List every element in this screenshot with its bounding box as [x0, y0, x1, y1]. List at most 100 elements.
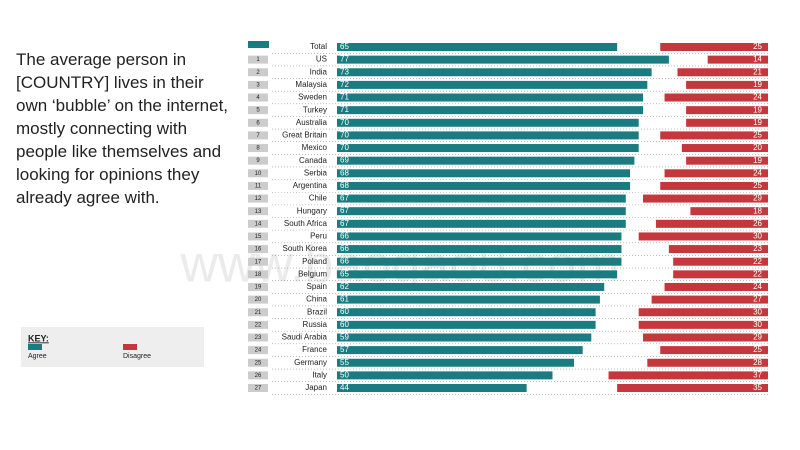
category-label: US [316, 55, 327, 64]
rank-box [248, 346, 268, 355]
agree-bar [337, 181, 631, 190]
disagree-value: 35 [753, 383, 762, 392]
disagree-value: 20 [753, 143, 762, 152]
agree-value: 70 [340, 118, 349, 127]
disagree-bar [638, 320, 768, 329]
disagree-bar [690, 207, 768, 216]
category-label: Chile [309, 194, 328, 203]
disagree-bar [638, 308, 768, 317]
disagree-value: 28 [753, 358, 762, 367]
rank-box [248, 207, 268, 216]
disagree-bar [643, 194, 768, 203]
agree-value: 62 [340, 282, 349, 291]
rank-label: 23 [255, 335, 262, 341]
agree-bar [337, 219, 626, 228]
disagree-value: 29 [753, 194, 762, 203]
rank-label: 1 [256, 57, 260, 63]
agree-value: 55 [340, 358, 349, 367]
agree-bar [337, 295, 600, 304]
disagree-bar [673, 270, 768, 279]
category-label: Germany [294, 358, 327, 367]
rank-box [248, 371, 268, 380]
agree-value: 77 [340, 55, 349, 64]
category-label: Saudi Arabia [282, 333, 328, 342]
legend-label: Disagree [123, 353, 151, 360]
agree-bar [337, 43, 618, 51]
agree-bar [337, 320, 596, 329]
disagree-value: 14 [753, 55, 762, 64]
disagree-bar [638, 232, 768, 241]
disagree-value: 24 [753, 93, 762, 102]
disagree-value: 25 [753, 345, 762, 354]
header-block [248, 41, 269, 48]
category-label: China [306, 295, 327, 304]
rank-box [248, 93, 268, 102]
agree-bar [337, 308, 596, 317]
rank-label: 14 [255, 221, 262, 227]
rank-label: 15 [255, 234, 262, 240]
category-label: Peru [310, 232, 327, 241]
rank-label: 9 [256, 158, 260, 164]
agree-value: 44 [340, 383, 349, 392]
rank-box [248, 232, 268, 241]
agree-bar [337, 194, 626, 203]
category-label: Mexico [302, 143, 328, 152]
rank-box [248, 270, 268, 279]
key-title: KEY: [28, 333, 49, 343]
agree-bar [337, 156, 635, 165]
disagree-bar [686, 106, 768, 115]
disagree-value: 37 [753, 370, 762, 379]
disagree-value: 18 [753, 206, 762, 215]
disagree-value: 26 [753, 219, 762, 228]
category-label: Japan [305, 383, 327, 392]
category-label: Belgium [298, 269, 327, 278]
category-label: South Korea [283, 244, 328, 253]
category-label: Turkey [303, 105, 327, 114]
disagree-value: 25 [753, 181, 762, 190]
disagree-value: 25 [753, 131, 762, 140]
agree-value: 59 [340, 333, 349, 342]
category-label: Brazil [307, 307, 327, 316]
category-label: Poland [302, 257, 327, 266]
intro-text: The average person in [COUNTRY] lives in… [16, 50, 229, 207]
rank-label: 5 [256, 108, 260, 114]
category-label: Australia [296, 118, 328, 127]
category-label: Russia [303, 320, 328, 329]
category-label: Spain [307, 282, 327, 291]
agree-value: 60 [340, 320, 349, 329]
rank-box [248, 169, 268, 178]
agree-value: 70 [340, 143, 349, 152]
rank-box [248, 156, 268, 165]
category-label: India [310, 67, 328, 76]
legend-swatch [123, 344, 137, 350]
disagree-bar [681, 144, 768, 153]
agree-value: 69 [340, 156, 349, 165]
disagree-bar [651, 295, 768, 304]
agree-bar [337, 346, 583, 355]
rank-label: 19 [255, 285, 262, 291]
agree-bar [337, 232, 622, 241]
disagree-bar [673, 257, 768, 266]
rank-box [248, 333, 268, 342]
disagree-bar [608, 371, 768, 380]
disagree-bar [686, 118, 768, 127]
agree-bar [337, 118, 639, 127]
category-label: Sweden [298, 93, 327, 102]
agree-bar [337, 384, 527, 393]
agree-value: 66 [340, 257, 349, 266]
rank-label: 27 [255, 386, 262, 392]
agree-bar [337, 371, 553, 380]
rank-box [248, 295, 268, 304]
agree-bar [337, 257, 622, 266]
rank-box [248, 245, 268, 254]
disagree-bar [664, 169, 768, 178]
rank-label: 6 [256, 120, 260, 126]
rank-label: 21 [255, 310, 262, 316]
disagree-bar [617, 384, 768, 393]
agree-bar [337, 80, 648, 89]
agree-value: 68 [340, 181, 349, 190]
rank-box [248, 384, 268, 393]
agree-bar [337, 169, 631, 178]
disagree-value: 19 [753, 156, 762, 165]
